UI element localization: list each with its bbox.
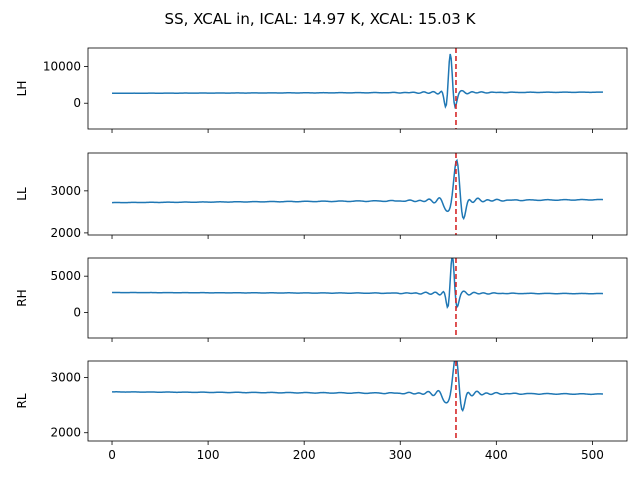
series-line-ll [111, 158, 604, 221]
series-line-lh [112, 53, 604, 109]
y-tick-label: 2000 [50, 426, 81, 440]
axes-frame [87, 360, 628, 442]
axes-frame [87, 257, 628, 339]
panel-ll: 2000 3000 LL [15, 152, 628, 240]
panel-rl: 2000 3000 RL 0 100 200 300 400 500 [15, 360, 628, 462]
x-tick-label: 400 [485, 448, 508, 462]
y-axis-label: LH [15, 81, 29, 97]
chart-title: SS, XCAL in, ICAL: 14.97 K, XCAL: 15.03 … [165, 10, 477, 28]
y-axis-label: RH [15, 289, 29, 306]
x-tick-label: 100 [197, 448, 220, 462]
x-tick-label: 300 [389, 448, 412, 462]
y-tick-label: 3000 [50, 371, 81, 385]
panel-lh: 0 10000 LH [15, 47, 628, 133]
x-tick-label: 200 [293, 448, 316, 462]
axes-frame [87, 47, 628, 130]
panel-rh: 0 5000 RH [15, 257, 628, 342]
y-tick-label: 3000 [50, 184, 81, 198]
y-axis-label: RL [15, 393, 29, 408]
series-line-rl [111, 361, 604, 412]
y-tick-label: 0 [73, 96, 81, 110]
y-tick-label: 10000 [43, 59, 81, 73]
axes-frame [87, 152, 628, 236]
series-line-rh [112, 258, 604, 309]
y-tick-label: 2000 [50, 226, 81, 240]
y-tick-label: 5000 [50, 269, 81, 283]
x-tick-label: 0 [108, 448, 116, 462]
y-tick-label: 0 [73, 306, 81, 320]
y-axis-label: LL [15, 187, 29, 201]
x-tick-label: 500 [581, 448, 604, 462]
